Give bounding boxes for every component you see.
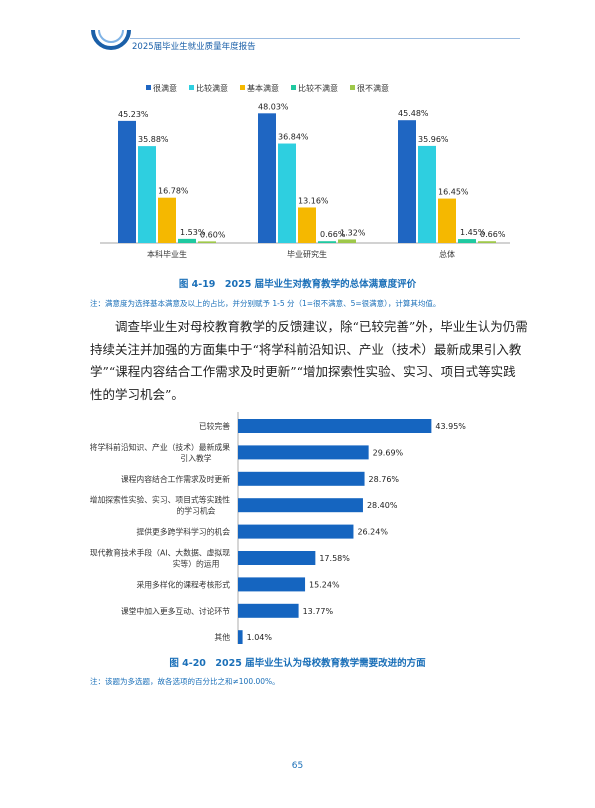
data-label: 43.95% (435, 422, 466, 431)
data-label: 1.32% (340, 228, 366, 237)
figure1-caption: 图 4-19 2025 届毕业生对教育教学的总体满意度评价 (178, 279, 417, 290)
data-label: 0.60% (200, 230, 226, 239)
bar (338, 239, 356, 243)
data-label: 16.78% (158, 187, 189, 196)
bar (238, 577, 306, 592)
bar (298, 207, 316, 243)
bar (158, 197, 176, 243)
figure2-note: 注：该题为多选题，故各选项的百分比之和≠100.00%。 (90, 677, 280, 686)
data-label: 45.48% (398, 109, 429, 118)
bar (118, 120, 136, 243)
bar (278, 143, 296, 243)
bar (318, 241, 336, 243)
legend-label: 比较不满意 (298, 83, 338, 93)
header-rule (130, 38, 520, 39)
legend-swatch (189, 85, 194, 90)
category-label: 已较完善 (199, 421, 230, 431)
data-label: 35.96% (418, 135, 449, 144)
report-logo-icon (91, 29, 131, 50)
data-label: 16.45% (438, 188, 469, 197)
legend-swatch (240, 85, 245, 90)
category-label: 总体 (439, 249, 455, 259)
page-number: 65 (291, 761, 304, 771)
paragraph-line: 持续关注并加强的方面集中于“将学科前沿知识、产业（技术）最新成果引入教 (90, 341, 522, 357)
data-label: 28.40% (367, 501, 398, 510)
bar (238, 551, 316, 565)
legend-swatch (291, 85, 296, 90)
paragraph-line: 性的学习机会”。 (90, 386, 184, 402)
legend-label: 基本满意 (247, 83, 279, 93)
header-title: 2025届毕业生就业质量年度报告 (132, 42, 256, 52)
category-label: 的学习机会 (177, 506, 216, 516)
data-label: 13.77% (303, 607, 334, 616)
bar (418, 145, 436, 243)
data-label: 0.66% (320, 230, 346, 239)
legend-label: 比较满意 (196, 83, 228, 93)
data-label: 13.16% (298, 196, 329, 205)
data-label: 1.04% (247, 633, 273, 642)
data-label: 48.03% (258, 102, 289, 111)
data-label: 0.66% (480, 230, 506, 239)
category-label: 其他 (214, 632, 230, 642)
category-label: 采用多样化的课程考核形式 (136, 579, 230, 589)
legend-swatch (146, 85, 151, 90)
figure1-note: 注：满意度为选择基本满意及以上的占比，并分别赋予 1-5 分（1=很不满意、5=… (90, 299, 441, 308)
legend-swatch (350, 85, 355, 90)
legend-label: 很不满意 (357, 83, 389, 93)
category-label: 提供更多跨学科学习的机会 (136, 527, 230, 537)
bar (178, 238, 196, 243)
figure2-caption: 图 4-20 2025 届毕业生认为母校教育教学需要改进的方面 (169, 658, 426, 669)
page-header: 2025届毕业生就业质量年度报告 (0, 0, 595, 60)
bar (258, 113, 276, 243)
data-label: 26.24% (357, 528, 388, 537)
bar (198, 241, 216, 243)
data-label: 1.53% (180, 228, 206, 237)
category-label: 本科毕业生 (147, 249, 187, 259)
bar (238, 498, 363, 513)
bar (238, 471, 365, 486)
bar (458, 239, 476, 243)
category-label: 将学科前沿知识、产业（技术）最新成果 (90, 442, 230, 452)
paragraph-line: 调查毕业生对母校教育教学的反馈建议，除“已较完善”外，毕业生认为仍需 (90, 319, 528, 334)
category-label: 实等）的运用 (173, 559, 220, 569)
category-label: 课程内容结合工作需求及时更新 (121, 474, 230, 484)
data-label: 17.58% (319, 554, 350, 563)
bar (238, 603, 299, 618)
category-label: 增加探索性实验、实习、项目式等实践性 (90, 495, 230, 505)
data-label: 15.24% (309, 580, 340, 589)
bar (398, 120, 416, 243)
data-label: 29.69% (373, 448, 404, 457)
data-label: 45.23% (118, 110, 149, 119)
body-paragraph: 调查毕业生对母校教育教学的反馈建议，除“已较完善”外，毕业生认为仍需 持续关注并… (90, 316, 528, 406)
bar (138, 146, 156, 243)
bar (478, 241, 496, 243)
bar (238, 630, 243, 644)
data-label: 35.88% (138, 135, 169, 144)
category-label: 课堂中加入更多互动、讨论环节 (121, 606, 230, 616)
category-label: 引入教学 (180, 453, 211, 463)
data-label: 36.84% (278, 133, 309, 142)
bar (438, 198, 456, 243)
data-label: 28.76% (369, 475, 400, 484)
category-label: 现代教育技术手段（AI、大数据、虚拟现 (90, 548, 230, 558)
bar (238, 419, 432, 433)
legend-label: 很满意 (153, 83, 177, 93)
category-label: 毕业研究生 (287, 249, 327, 259)
paragraph-line: 学”“课程内容结合工作需求及时更新”“增加探索性实验、实习、项目式等实践 (90, 364, 516, 379)
satisfaction-chart: 很满意 比较满意 基本满意 比较不满意 很不满意 45.23% 35.88% 16.78% 1.… (100, 83, 510, 259)
bar (238, 524, 354, 539)
data-label: 1.45% (460, 228, 486, 237)
bar (238, 445, 369, 460)
